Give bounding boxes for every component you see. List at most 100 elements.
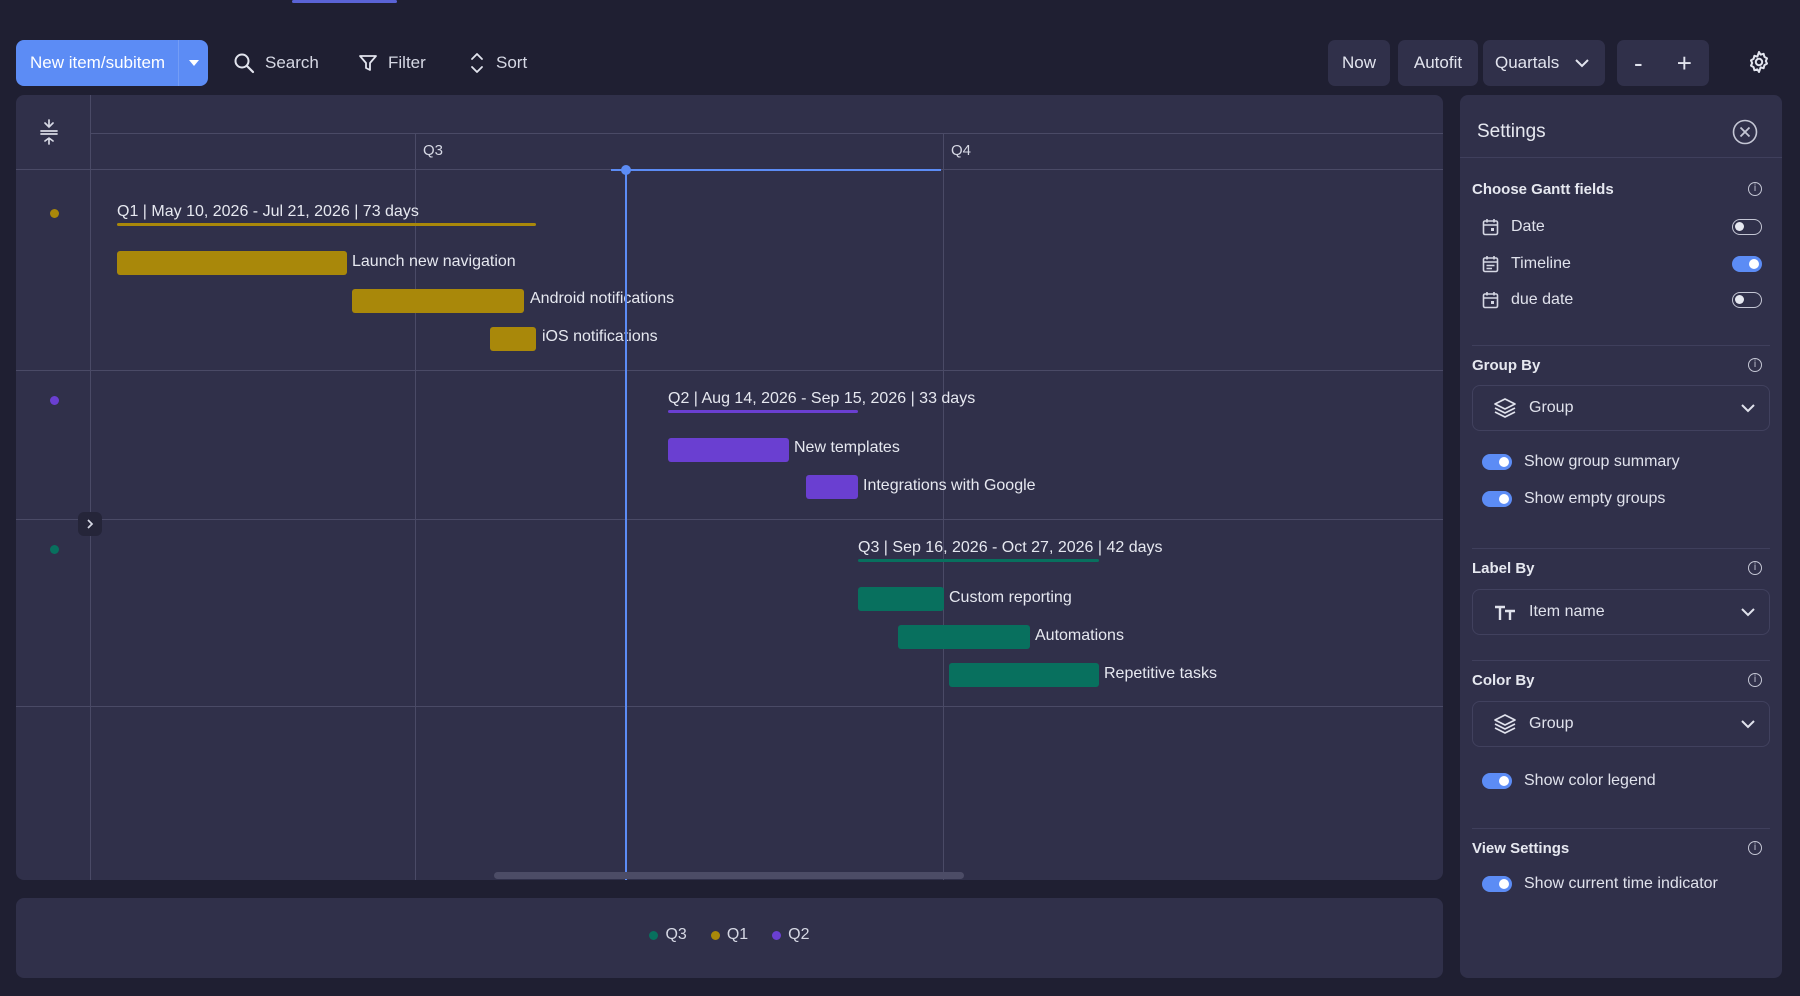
active-tab-indicator [292,0,397,3]
legend-item: Q1 [710,926,749,944]
settings-gear-button[interactable] [1747,50,1771,79]
item-bar[interactable] [117,251,347,275]
header-top-line [90,133,1443,134]
search-button[interactable]: Search [233,40,319,86]
option-label: Show group summary [1524,453,1680,470]
group-by-heading: Group By [1472,357,1541,374]
group-divider [16,519,1443,520]
group-summary-label: Q1 | May 10, 2026 - Jul 21, 2026 | 73 da… [117,203,419,220]
legend-label: Q1 [726,926,749,943]
quarter-label-q4: Q4 [951,142,972,159]
option-row: Show group summary [1482,450,1680,474]
chevron-down-icon [1741,607,1755,616]
item-bar[interactable] [352,289,524,313]
chevron-down-icon [1741,403,1755,412]
info-icon[interactable]: i [1748,561,1762,575]
close-settings-button[interactable] [1732,119,1758,150]
show-current-time-toggle[interactable] [1482,876,1512,892]
timeline-toggle[interactable] [1732,256,1762,272]
item-bar[interactable] [858,587,944,611]
item-label: iOS notifications [542,328,658,345]
group-color-dot [50,209,59,218]
divider [1472,548,1770,549]
search-label: Search [265,53,319,72]
calendar-icon [1482,219,1499,236]
field-label: Timeline [1511,255,1571,272]
collapse-icon [40,119,58,145]
chevron-right-icon [87,519,94,529]
sort-icon [471,53,483,73]
group-by-select[interactable]: Group [1472,385,1770,431]
new-item-label: New item/subitem [30,53,166,72]
zoom-out-button[interactable]: - [1634,47,1643,78]
color-by-heading: Color By [1472,672,1535,689]
item-label: Launch new navigation [352,253,516,270]
new-item-button[interactable]: New item/subitem [16,40,208,86]
sort-label: Sort [496,53,528,72]
item-bar[interactable] [949,663,1099,687]
view-settings-heading: View Settings [1472,840,1570,857]
gear-icon [1750,51,1768,73]
group-summary-bar[interactable] [858,559,1099,562]
divider [1472,660,1770,661]
group-by-value: Group [1529,399,1574,416]
show-group-summary-toggle[interactable] [1482,454,1512,470]
scale-select[interactable]: Quartals [1483,40,1605,86]
due-date-toggle[interactable] [1732,292,1762,308]
info-icon[interactable]: i [1748,182,1762,196]
zoom-in-button[interactable]: + [1676,47,1692,78]
color-legend: Q3 Q1 Q2 [16,898,1443,978]
divider [1460,157,1782,158]
collapse-rows-button[interactable] [40,118,58,151]
option-label: Show current time indicator [1524,875,1718,892]
show-empty-groups-toggle[interactable] [1482,491,1512,507]
now-button[interactable]: Now [1328,40,1390,86]
filter-button[interactable]: Filter [358,40,426,86]
new-item-dropdown-icon[interactable] [178,40,208,86]
date-toggle[interactable] [1732,219,1762,235]
legend-dot [772,930,782,940]
toolbar: New item/subitem Search Filter Sort Now … [0,38,1800,88]
item-bar[interactable] [668,438,789,462]
legend-dot [649,930,659,940]
group-color-dot [50,396,59,405]
legend-label: Q2 [788,926,810,943]
option-label: Show empty groups [1524,490,1666,507]
layers-icon [1494,714,1516,734]
search-icon [234,53,255,74]
item-label: Automations [1035,627,1124,644]
group-summary-bar[interactable] [668,410,858,413]
item-bar[interactable] [806,475,858,499]
item-label: New templates [794,439,900,456]
group-summary-bar[interactable] [117,223,536,226]
color-by-value: Group [1529,715,1574,732]
legend-item: Q2 [772,926,810,944]
text-format-icon [1495,605,1515,620]
timeline-calendar-icon [1482,256,1499,273]
show-color-legend-toggle[interactable] [1482,773,1512,789]
info-icon[interactable]: i [1748,358,1762,372]
info-icon[interactable]: i [1748,841,1762,855]
chevron-down-icon [1741,719,1755,728]
sort-button[interactable]: Sort [468,40,527,86]
filter-icon [359,55,377,71]
item-bar[interactable] [898,625,1030,649]
divider [1472,345,1770,346]
label-by-select[interactable]: Item name [1472,589,1770,635]
settings-panel: Settings Choose Gantt fields i Date Time… [1460,95,1782,978]
legend-label: Q3 [665,926,687,943]
option-row: Show current time indicator [1482,872,1718,896]
color-by-select[interactable]: Group [1472,701,1770,747]
divider [1472,828,1770,829]
settings-title: Settings [1477,121,1546,142]
expand-button[interactable] [78,512,102,536]
autofit-button[interactable]: Autofit [1398,40,1478,86]
quarter-divider-q4 [943,133,944,880]
info-icon[interactable]: i [1748,673,1762,687]
item-label: Android notifications [530,290,675,307]
item-label: Integrations with Google [863,477,1036,494]
quarter-divider-q3 [415,133,416,880]
item-bar[interactable] [490,327,536,351]
horizontal-scrollbar[interactable] [494,872,964,879]
quarter-label-q3: Q3 [423,142,444,159]
